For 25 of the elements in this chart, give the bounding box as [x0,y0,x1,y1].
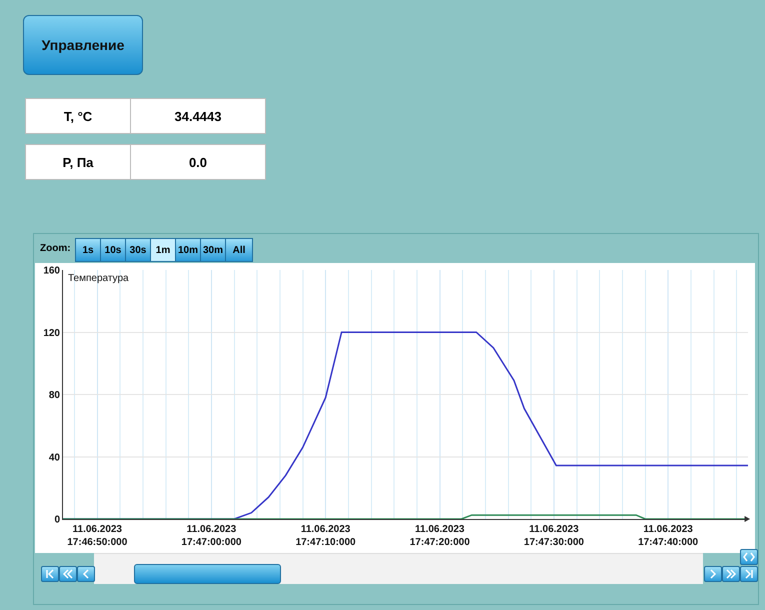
text: 10s [100,238,126,262]
y-tick-label: 120 [43,328,60,339]
x-tick-label: 11.06.2023 17:47:10:000 [296,524,356,548]
y-tick-label: 40 [48,452,60,464]
text: All [225,238,253,262]
x-tick-label: 11.06.2023 17:47:20:000 [410,524,470,548]
text: 30s [125,238,151,262]
text: P, Па [25,144,131,180]
y-axis-title: Температура [68,273,130,284]
y-tick-label: 160 [43,266,60,276]
y-tick-label: 80 [48,390,60,401]
x-tick-label: 11.06.2023 17:47:40:000 [638,524,699,548]
text: 10m [175,238,201,262]
text: 0.0 [130,144,266,180]
text: Zoom: [40,243,71,254]
text: Управление [23,15,143,75]
text: 30m [200,238,226,262]
text: 34.4443 [130,98,266,134]
x-tick-label: 11.06.2023 17:47:00:000 [181,524,242,548]
text: T, °C [25,98,131,134]
x-tick-label: 11.06.2023 17:47:30:000 [524,524,584,548]
text: 1m [150,238,176,262]
x-tick-label: 11.06.2023 17:46:50:000 [67,524,128,548]
y-tick-label: 0 [54,514,60,526]
text: 1s [75,238,101,262]
